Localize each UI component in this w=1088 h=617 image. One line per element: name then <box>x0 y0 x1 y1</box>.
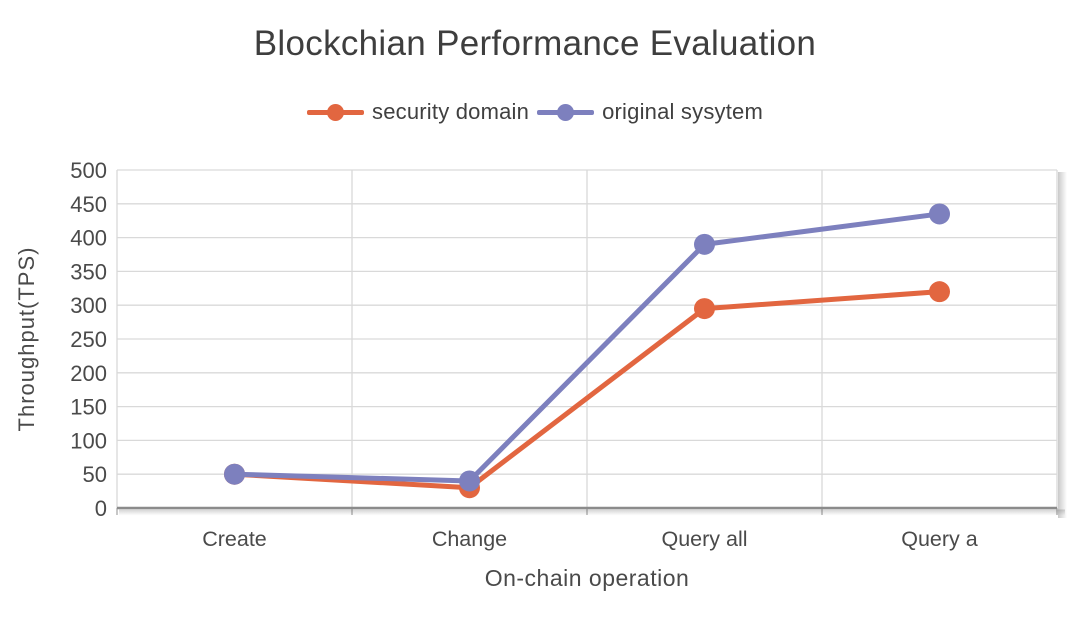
y-axis-tick-label: 500 <box>70 158 107 183</box>
legend-item-original-system: original sysytem <box>537 99 763 125</box>
y-axis-tick-label: 250 <box>70 327 107 352</box>
x-axis-category-label: Query a <box>901 527 978 551</box>
y-axis-tick-label: 150 <box>70 395 107 420</box>
y-axis-tick-label: 400 <box>70 226 107 251</box>
x-axis-category-label: Query all <box>661 527 747 551</box>
legend-dot-icon <box>327 103 344 121</box>
y-axis-tick-label: 200 <box>70 361 107 386</box>
plot-shadow-right <box>1058 172 1067 518</box>
y-axis-tick-label: 100 <box>70 428 107 453</box>
data-point-marker <box>694 298 715 320</box>
data-point-marker <box>929 203 950 225</box>
x-axis-title: On-chain operation <box>485 565 690 591</box>
x-axis-category-label: Create <box>202 527 267 551</box>
data-point-marker <box>694 233 715 255</box>
y-axis-tick-label: 0 <box>95 496 107 521</box>
plot-shadow-bottom <box>119 509 1065 516</box>
legend-label-security-domain: security domain <box>372 99 530 124</box>
y-axis-tick-label: 350 <box>70 259 107 284</box>
y-axis-tick-label: 300 <box>70 293 107 318</box>
legend-marker-original-system-icon <box>537 103 595 122</box>
legend-dot-icon <box>557 103 575 121</box>
chart-header: Blockchian Performance Evaluation <box>0 24 1070 64</box>
page-title: Blockchian Performance Evaluation <box>253 24 817 63</box>
y-axis-title: Throughput(TPS) <box>14 247 39 432</box>
data-point-marker <box>224 463 245 485</box>
data-point-marker <box>929 281 950 303</box>
y-axis-tick-label: 450 <box>70 192 107 217</box>
data-point-marker <box>459 470 480 492</box>
series-line-security-domain <box>232 289 942 491</box>
y-axis-tick-label: 50 <box>83 462 107 487</box>
legend-item-security-domain: security domain <box>307 99 529 125</box>
legend: security domain original sysytem <box>0 99 1070 125</box>
legend-marker-security-domain-icon <box>307 103 364 122</box>
series-line-original-sysytem <box>232 211 942 484</box>
legend-label-original-system: original sysytem <box>602 99 763 124</box>
x-axis-category-label: Change <box>432 527 507 551</box>
